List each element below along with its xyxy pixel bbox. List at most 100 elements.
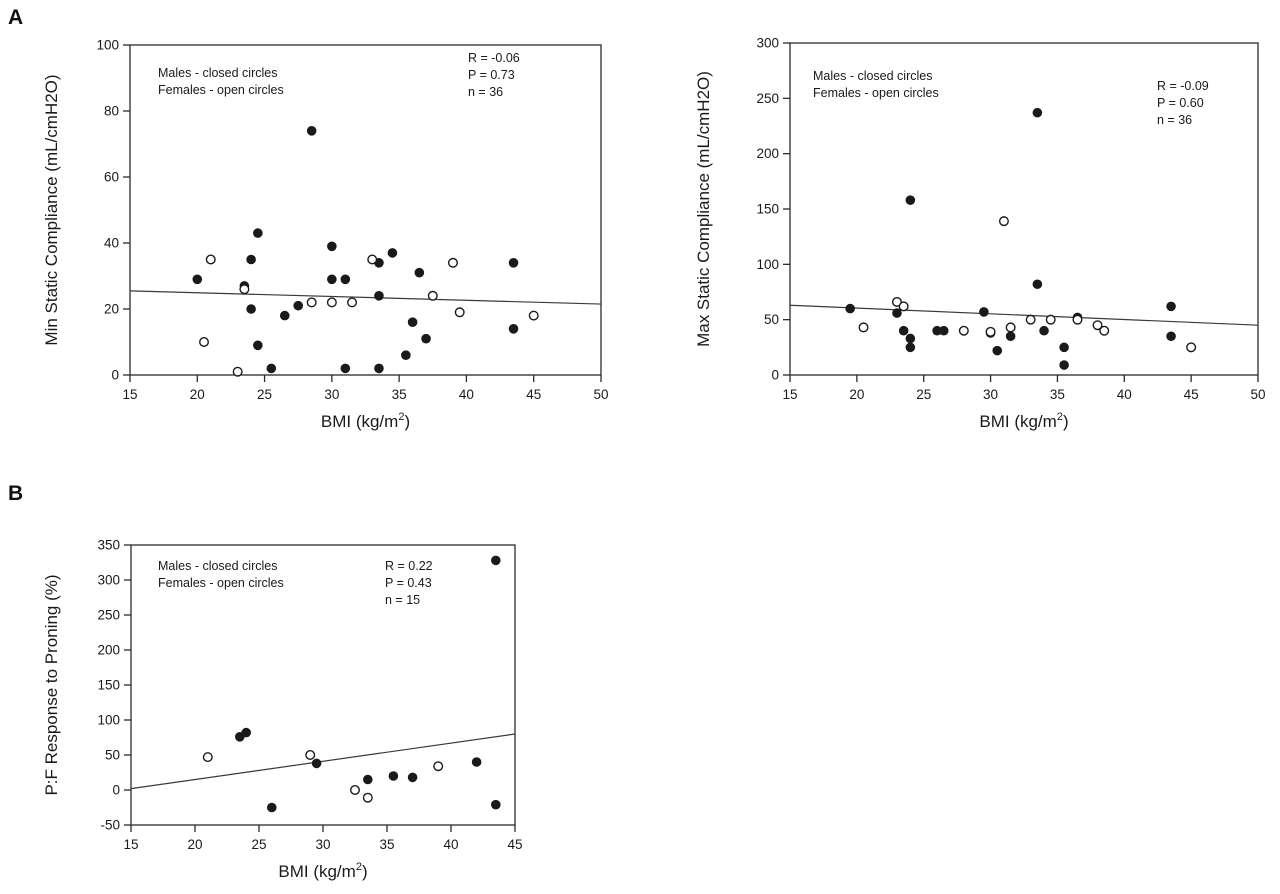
data-point-females bbox=[427, 290, 438, 301]
data-point-males bbox=[407, 772, 418, 783]
data-point-females bbox=[350, 785, 361, 796]
data-point-males bbox=[421, 333, 431, 344]
legend-line: Females - open circles bbox=[158, 83, 284, 97]
x-tick-label: 20 bbox=[187, 837, 202, 852]
data-point-males bbox=[1005, 331, 1016, 342]
x-tick-label: 50 bbox=[1250, 387, 1265, 402]
data-point-males bbox=[279, 310, 290, 321]
x-tick-label: 30 bbox=[315, 837, 330, 852]
y-tick-label: 20 bbox=[104, 302, 119, 317]
data-point-females bbox=[306, 297, 317, 308]
data-point-males bbox=[905, 342, 916, 353]
x-tick-label: 25 bbox=[916, 387, 931, 402]
data-point-males bbox=[845, 303, 855, 314]
data-point-females bbox=[202, 752, 213, 763]
data-point-males bbox=[898, 325, 909, 336]
pf-response-to-proning-plot: 15 20 25 30 35 40 45 -50 0 50 100 150 200 250 300 350 Ma… bbox=[42, 538, 523, 882]
plot-frame bbox=[129, 44, 602, 376]
data-point-males bbox=[340, 274, 351, 285]
x-tick-label: 20 bbox=[190, 387, 205, 402]
y-axis-title: P:F Response to Proning (%) bbox=[42, 574, 61, 795]
data-point-females bbox=[326, 297, 337, 308]
chart-pf-response-to-proning: 15 20 25 30 35 40 45 -50 0 50 100 150 200 250 300 350 Ma… bbox=[35, 483, 565, 894]
stats-line: n = 15 bbox=[385, 593, 420, 607]
stats-line: R = -0.09 bbox=[1157, 79, 1209, 93]
y-tick-label: 0 bbox=[112, 783, 120, 798]
y-tick-label: 0 bbox=[111, 368, 119, 383]
stats-line: P = 0.43 bbox=[385, 576, 432, 590]
data-point-females bbox=[232, 366, 243, 377]
legend-line: Females - open circles bbox=[158, 576, 284, 590]
x-tick-label: 45 bbox=[507, 837, 522, 852]
x-tick-label: 25 bbox=[251, 837, 266, 852]
data-point-males bbox=[340, 363, 351, 374]
data-point-males bbox=[471, 757, 482, 767]
data-point-females bbox=[433, 761, 444, 772]
data-point-males bbox=[306, 126, 317, 136]
data-point-males bbox=[266, 363, 277, 374]
data-point-females bbox=[205, 254, 216, 265]
x-tick-label: 15 bbox=[782, 387, 797, 402]
data-point-males bbox=[979, 307, 989, 317]
regression-line bbox=[129, 290, 602, 305]
data-point-females bbox=[1072, 314, 1083, 325]
y-tick-label: 200 bbox=[756, 146, 779, 161]
data-point-males bbox=[246, 304, 256, 314]
y-tick-label: 60 bbox=[104, 170, 119, 185]
y-tick-label: 300 bbox=[97, 573, 120, 588]
y-tick-label: 150 bbox=[756, 202, 779, 217]
x-tick-label: 40 bbox=[459, 387, 474, 402]
data-point-males bbox=[905, 333, 916, 344]
data-point-males bbox=[363, 774, 373, 785]
x-tick-label: 30 bbox=[324, 387, 339, 402]
data-point-females bbox=[305, 750, 316, 761]
data-point-females bbox=[239, 284, 250, 295]
data-point-males bbox=[1166, 331, 1176, 342]
data-point-females bbox=[347, 297, 358, 308]
data-point-females bbox=[362, 792, 373, 803]
legend-line: Females - open circles bbox=[813, 86, 939, 100]
y-tick-label: 200 bbox=[97, 643, 120, 658]
data-point-females bbox=[998, 216, 1009, 227]
data-point-males bbox=[253, 228, 263, 238]
legend-line: Males - closed circles bbox=[158, 559, 277, 573]
data-point-males bbox=[938, 325, 949, 336]
data-point-males bbox=[1032, 107, 1043, 118]
data-point-females bbox=[199, 337, 210, 348]
min-static-compliance-plot: 15 20 25 30 35 40 45 50 0 20 40 60 80 100 Males - clos… bbox=[42, 38, 609, 432]
stats-line: R = -0.06 bbox=[468, 51, 520, 65]
legend-line: Males - closed circles bbox=[158, 66, 277, 80]
data-point-females bbox=[858, 322, 869, 333]
data-point-males bbox=[491, 555, 501, 566]
data-point-males bbox=[241, 727, 251, 738]
data-point-males bbox=[992, 345, 1003, 356]
max-static-compliance-plot: 15 20 25 30 35 40 45 50 0 50 100 150 200 250 300 Males … bbox=[694, 36, 1266, 432]
chart-max-static-compliance: 15 20 25 30 35 40 45 50 0 50 100 150 200 250 300 Males … bbox=[693, 5, 1280, 460]
x-axis-title: BMI (kg/m2) bbox=[321, 411, 410, 431]
data-point-females bbox=[891, 296, 902, 307]
stats-line: n = 36 bbox=[468, 85, 503, 99]
y-axis-title: Min Static Compliance (mL/cmH2O) bbox=[42, 74, 61, 345]
x-tick-label: 35 bbox=[379, 837, 394, 852]
data-point-males bbox=[374, 291, 384, 301]
regression-line bbox=[130, 733, 516, 790]
data-point-males bbox=[327, 241, 337, 252]
data-point-males bbox=[388, 771, 399, 781]
data-point-males bbox=[293, 300, 304, 311]
data-point-males bbox=[491, 799, 501, 810]
data-point-males bbox=[414, 267, 425, 278]
data-point-females bbox=[1025, 314, 1036, 325]
x-tick-label: 30 bbox=[983, 387, 998, 402]
data-point-females bbox=[1045, 314, 1056, 325]
data-point-females bbox=[454, 307, 465, 318]
chart-min-static-compliance: 15 20 25 30 35 40 45 50 0 20 40 60 80 100 Males - clos… bbox=[35, 5, 635, 460]
x-tick-label: 45 bbox=[526, 387, 541, 402]
stats-line: n = 36 bbox=[1157, 113, 1192, 127]
data-point-females bbox=[958, 325, 969, 336]
data-point-females bbox=[1099, 325, 1110, 336]
x-tick-label: 15 bbox=[122, 387, 137, 402]
data-point-females bbox=[447, 257, 458, 268]
regression-line bbox=[789, 304, 1259, 326]
data-point-females bbox=[367, 254, 378, 265]
stats-line: P = 0.73 bbox=[468, 68, 515, 82]
